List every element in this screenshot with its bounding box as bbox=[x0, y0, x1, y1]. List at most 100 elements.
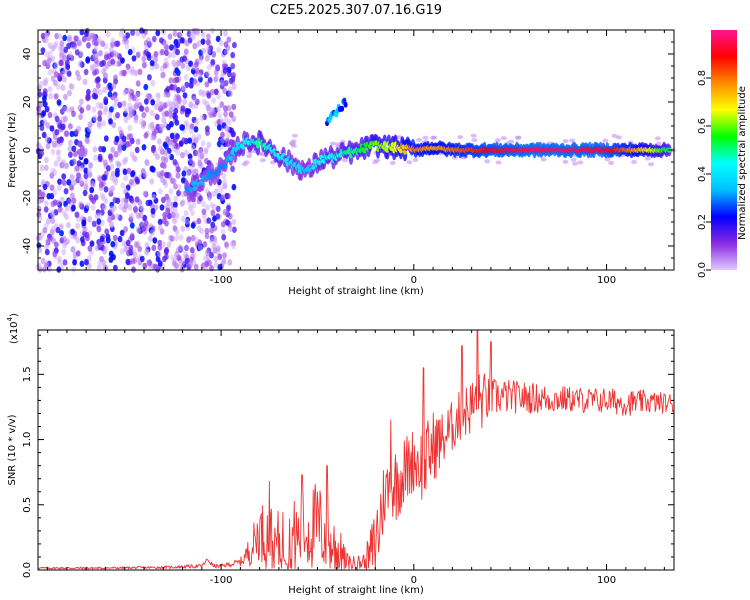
spectrogram-noise-cell bbox=[70, 228, 75, 235]
spectrogram-noise-cell bbox=[76, 141, 82, 148]
spectrogram-noise-cell bbox=[155, 92, 161, 99]
spectrogram-noise-cell bbox=[206, 33, 211, 40]
spectrogram-noise-cell bbox=[46, 217, 51, 225]
spectrogram-noise-cell bbox=[223, 30, 228, 37]
spectrogram-noise-cell bbox=[60, 123, 66, 130]
spectrogram-noise-cell bbox=[199, 227, 205, 235]
spectrogram-noise-cell bbox=[159, 37, 164, 44]
spectrogram-noise-cell bbox=[50, 225, 56, 232]
spectrogram-halo-cell bbox=[241, 162, 248, 167]
spectrogram-noise-cell bbox=[103, 245, 109, 252]
spectrogram-noise-cell bbox=[164, 246, 170, 254]
spectrogram-noise-cell bbox=[231, 183, 237, 191]
spectrogram-noise-cell bbox=[142, 214, 148, 222]
snr-y-axis-label: SNR (10 * v/v) bbox=[7, 414, 18, 485]
spectrogram-panel: -100 0 100 -40 -20 0 20 40 Height of straight l… bbox=[7, 27, 677, 297]
spectrogram-noise-cell bbox=[199, 114, 205, 122]
spectrogram-noise-cell bbox=[181, 170, 187, 177]
spectrogram-noise-cell bbox=[61, 173, 67, 180]
spectrogram-noise-cell bbox=[143, 132, 149, 139]
spectrogram-noise-cell bbox=[226, 205, 231, 212]
spectrogram-noise-cell bbox=[226, 118, 232, 126]
spectrogram-halo-cell bbox=[570, 157, 577, 162]
spectrogram-noise-cell bbox=[231, 218, 237, 226]
spectrogram-noise-cell bbox=[91, 33, 96, 40]
spectrogram-noise-cell bbox=[191, 259, 197, 266]
spectrogram-noise-cell bbox=[177, 97, 182, 105]
spectrogram-noise-cell bbox=[226, 66, 232, 74]
spectrogram-noise-cell bbox=[99, 209, 105, 216]
spectrogram-halo-cell bbox=[608, 160, 615, 165]
spectrogram-noise-cell bbox=[220, 137, 226, 144]
svg-text:(x104): (x104) bbox=[6, 313, 20, 344]
spectrogram-noise-cell bbox=[121, 100, 127, 107]
spectrogram-noise-cell bbox=[47, 50, 53, 57]
spectrogram-noise-cell bbox=[151, 193, 157, 201]
spectrogram-noise-cell bbox=[127, 48, 133, 56]
spectrogram-noise-cell bbox=[96, 120, 102, 128]
spectrogram-noise-cell bbox=[70, 246, 76, 253]
spectrogram-noise-cell bbox=[154, 153, 160, 160]
spectrogram-noise-cell bbox=[191, 34, 197, 41]
spectrogram-noise-cell bbox=[48, 235, 53, 242]
spectrogram-noise-cell bbox=[230, 131, 236, 138]
spectrogram-noise-cell bbox=[158, 188, 163, 195]
spectrogram-noise-cell bbox=[69, 184, 74, 191]
spectrogram-noise-cell bbox=[141, 32, 147, 39]
spectrogram-noise-cell bbox=[84, 137, 90, 144]
spectrogram-noise-cell bbox=[147, 74, 152, 81]
spectrogram-noise-cell bbox=[96, 218, 102, 225]
spectrogram-noise-cell bbox=[219, 260, 225, 268]
spectrogram-noise-cell bbox=[90, 204, 96, 211]
spectrogram-noise-cell bbox=[56, 155, 62, 162]
spectrogram-noise-cell bbox=[70, 192, 75, 199]
spectrogram-noise-cell bbox=[203, 148, 209, 155]
spectrogram-halo-cell bbox=[631, 159, 638, 164]
spectrogram-noise-cell bbox=[115, 167, 120, 175]
spectrogram-noise-cell bbox=[120, 57, 125, 64]
spectrogram-noise-cell bbox=[204, 55, 210, 62]
spectrogram-noise-cell bbox=[39, 164, 45, 172]
spectrogram-noise-cell bbox=[216, 93, 222, 100]
spectrogram-noise-cell bbox=[50, 217, 56, 224]
spectrogram-noise-cell bbox=[192, 78, 198, 85]
spectrogram-noise-cell bbox=[74, 211, 80, 218]
spectrogram-noise-cell bbox=[40, 47, 46, 54]
spectrogram-noise-cell bbox=[201, 47, 207, 54]
spectrogram-noise-cell bbox=[42, 119, 48, 126]
spectrogram-noise-cell bbox=[105, 30, 111, 38]
snr-y-tick-label: 1.5 bbox=[22, 366, 33, 382]
spectrogram-noise-cell bbox=[144, 249, 149, 256]
spectrogram-noise-cell bbox=[93, 57, 99, 64]
spectrogram-noise-cell bbox=[56, 256, 62, 263]
spectrogram-noise-cell bbox=[44, 156, 49, 164]
spectrogram-noise-cell bbox=[182, 98, 188, 106]
spectrogram-noise-cell bbox=[190, 144, 196, 151]
spectrogram-noise-cell bbox=[129, 222, 135, 229]
spectrogram-noise-cell bbox=[162, 141, 168, 148]
spectrogram-noise-cell bbox=[101, 120, 106, 127]
spectrogram-noise-cell bbox=[64, 205, 70, 212]
spectrogram-noise-cell bbox=[175, 149, 181, 156]
spectrogram-noise-cell bbox=[87, 245, 93, 252]
spectrogram-noise-cell bbox=[180, 152, 185, 159]
spectrogram-noise-cell bbox=[91, 106, 97, 113]
spectrogram-noise-cell bbox=[96, 225, 102, 233]
spectrogram-noise-cell bbox=[204, 100, 210, 108]
spectrogram-noise-cell bbox=[188, 157, 194, 165]
spectrogram-noise-cell bbox=[165, 85, 171, 93]
spectrogram-noise-cell bbox=[131, 104, 137, 111]
spectrogram-noise-cell bbox=[86, 166, 92, 174]
spectrogram-ridge-cell bbox=[241, 144, 246, 150]
spectrogram-noise-cell bbox=[134, 146, 140, 154]
spectrogram-noise-cell bbox=[204, 146, 209, 153]
spectrogram-noise-cell bbox=[228, 77, 234, 85]
spectrogram-noise-cell bbox=[168, 112, 174, 119]
spectrogram-noise-cell bbox=[102, 159, 108, 166]
spectrogram-x-axis-label: Height of straight line (km) bbox=[288, 286, 424, 297]
spectrogram-noise-cell bbox=[81, 150, 87, 157]
spectrogram-noise-cell bbox=[129, 178, 134, 186]
spectrogram-noise-cell bbox=[176, 86, 181, 94]
spectrogram-noise-cell bbox=[98, 102, 104, 109]
spectrogram-halo-cell bbox=[577, 160, 584, 165]
